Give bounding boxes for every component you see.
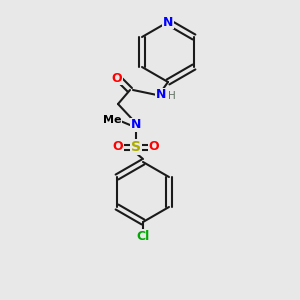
Text: H: H	[168, 91, 176, 101]
Text: O: O	[149, 140, 159, 154]
Text: Me: Me	[103, 115, 121, 125]
Text: N: N	[163, 16, 173, 28]
Text: N: N	[156, 88, 166, 101]
Text: Cl: Cl	[136, 230, 150, 242]
Text: O: O	[112, 71, 122, 85]
Text: N: N	[131, 118, 141, 131]
Text: O: O	[113, 140, 123, 154]
Text: S: S	[131, 140, 141, 154]
